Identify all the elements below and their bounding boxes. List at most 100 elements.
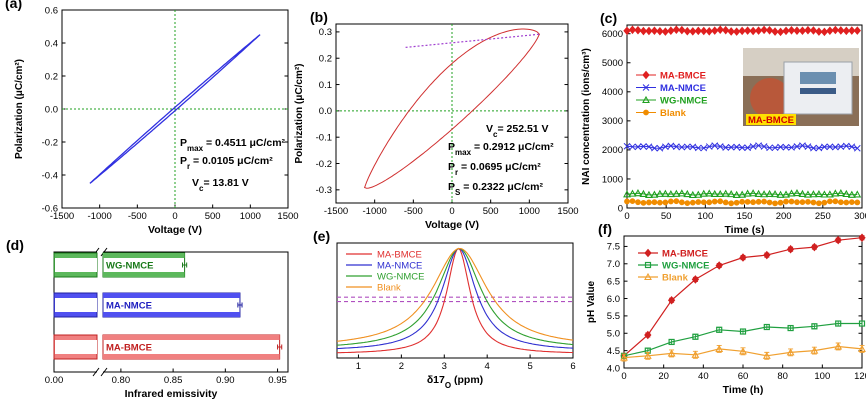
data-point	[628, 189, 637, 197]
data-point	[749, 189, 758, 197]
data-point	[689, 143, 697, 151]
y-axis-label: Polarization (μC/cm²)	[14, 59, 25, 159]
data-point	[766, 199, 773, 206]
x-tick-label: 500	[483, 206, 499, 217]
bar-band-top	[103, 335, 280, 340]
data-point	[798, 189, 807, 197]
data-point	[809, 26, 818, 35]
data-point	[684, 200, 691, 207]
data-point	[739, 328, 747, 335]
annotation: PS = 0.2322 μC/cm²	[448, 181, 543, 197]
bar-label: MA-BMCE	[106, 343, 152, 354]
data-point	[771, 27, 779, 36]
legend-label: WG-NMCE	[377, 272, 425, 283]
text-span: = 252.51 V	[497, 123, 548, 135]
data-point	[644, 330, 652, 340]
legend-label: WG-NMCE	[660, 96, 708, 107]
annotation: Pr = 0.0695 μC/cm²	[448, 161, 541, 177]
legend-label: WG-NMCE	[662, 261, 710, 272]
y-tick-label: 7.5	[607, 242, 620, 253]
data-point	[651, 199, 658, 206]
data-point	[645, 190, 653, 198]
panel-label: (f)	[598, 221, 612, 237]
data-point	[832, 198, 839, 205]
bar-label: WG-NMCE	[106, 261, 154, 272]
text-span: = 0.4511 μC/cm²	[203, 137, 286, 149]
x-tick-label: -1000	[363, 206, 387, 217]
data-point	[843, 199, 850, 206]
data-point	[722, 25, 730, 35]
subscript: S	[455, 188, 461, 197]
y-tick-label: 0.3	[319, 27, 332, 38]
data-point	[629, 198, 636, 205]
data-point	[656, 26, 664, 36]
x-tick-label: 0	[172, 211, 177, 222]
data-point	[842, 142, 850, 150]
annotation: Vc= 13.81 V	[192, 177, 249, 193]
legend-label: MA-BMCE	[377, 250, 422, 261]
data-point	[793, 26, 801, 35]
data-point	[623, 190, 631, 198]
y-tick-label: 6.0	[607, 294, 620, 305]
text-span: = 0.0695 μC/cm²	[458, 161, 541, 173]
data-point	[683, 189, 692, 198]
x-tick-label: 500	[205, 211, 221, 222]
y-tick-label: 5.5	[607, 311, 620, 322]
data-point	[814, 189, 823, 198]
data-point	[739, 253, 747, 262]
data-point	[834, 342, 843, 350]
y-tick-label: 1000	[602, 174, 623, 185]
data-point	[826, 26, 834, 36]
y-tick-label: -0.6	[42, 203, 58, 214]
subscript: r	[187, 162, 190, 171]
x-tick-label: 50	[661, 211, 672, 222]
data-point	[804, 25, 812, 35]
legend-label: Blank	[662, 273, 689, 284]
annotation: Pr = 0.0105 μC/cm²	[180, 155, 273, 171]
data-point	[667, 198, 674, 205]
y-tick-label: 7.0	[607, 259, 620, 270]
bar-band-top	[103, 293, 240, 298]
x-tick-label: 1000	[240, 211, 261, 222]
annotation: Pmax = 0.4511 μC/cm²	[180, 137, 286, 153]
x-axis-label: Voltage (V)	[148, 224, 202, 236]
data-point	[667, 295, 676, 305]
data-point	[799, 142, 806, 150]
x-tick-label: 150	[737, 211, 753, 222]
bar-band-top	[103, 253, 185, 258]
y-tick-label: 2000	[602, 145, 623, 156]
series-line	[336, 247, 574, 342]
y-tick-label: 0.1	[319, 80, 332, 91]
data-point	[787, 26, 796, 35]
data-point	[786, 348, 795, 356]
data-point	[727, 27, 735, 36]
data-point	[798, 26, 807, 35]
data-point	[639, 26, 648, 36]
data-point	[739, 347, 747, 355]
data-point	[777, 143, 784, 151]
x-tick-label: -500	[128, 211, 147, 222]
data-point	[699, 189, 708, 197]
photo-inset: MA-BMCE	[743, 48, 859, 126]
error-bar	[277, 344, 283, 350]
x-tick-label: 0	[624, 211, 629, 222]
data-point	[656, 144, 664, 152]
data-point	[711, 198, 718, 205]
data-point	[744, 198, 751, 205]
legend-marker	[643, 109, 649, 116]
data-point	[786, 244, 795, 254]
data-point	[733, 199, 740, 206]
data-point	[835, 320, 842, 327]
data-point	[700, 144, 708, 152]
data-point	[776, 190, 785, 198]
axis-break-gap	[97, 250, 103, 374]
text-span: (ppm)	[451, 374, 483, 386]
data-point	[635, 199, 641, 206]
data-point	[689, 199, 696, 206]
data-point	[623, 142, 631, 150]
data-point	[749, 143, 757, 150]
data-point	[771, 144, 779, 152]
data-point	[722, 144, 730, 151]
data-point	[847, 190, 856, 198]
series-line	[626, 192, 858, 196]
